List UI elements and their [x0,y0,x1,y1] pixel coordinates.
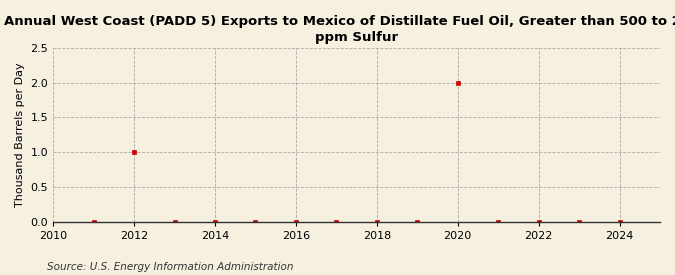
Title: Annual West Coast (PADD 5) Exports to Mexico of Distillate Fuel Oil, Greater tha: Annual West Coast (PADD 5) Exports to Me… [4,15,675,44]
Text: Source: U.S. Energy Information Administration: Source: U.S. Energy Information Administ… [47,262,294,272]
Y-axis label: Thousand Barrels per Day: Thousand Barrels per Day [15,62,25,207]
